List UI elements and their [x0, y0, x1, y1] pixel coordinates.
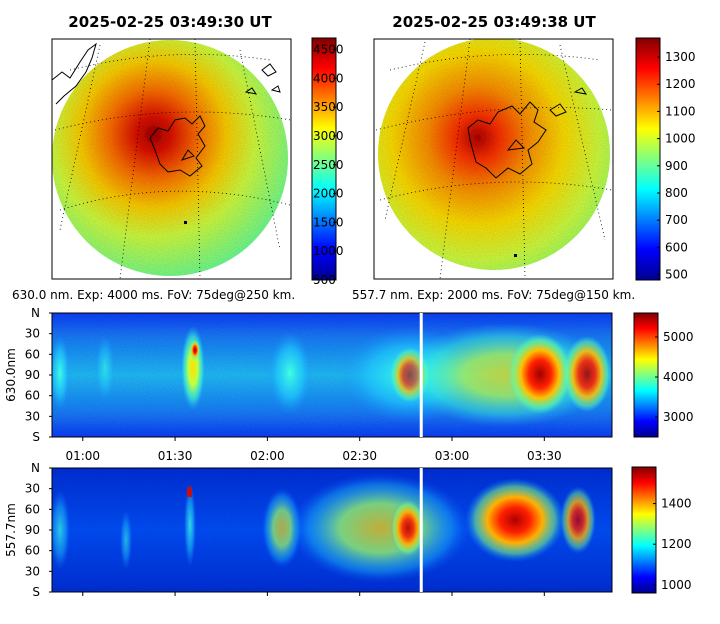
panel-b-colorbar-tick-label: 1300	[665, 50, 696, 64]
keogram-630-ytick-tick-label: 60	[25, 347, 40, 361]
keogram-630-colorbar-tick-label: 3000	[663, 410, 694, 424]
keogram-630-ytick-tick-label: 30	[25, 409, 40, 423]
keogram-557-ylabel: 557.7nm	[4, 503, 18, 557]
panel-a-title: 2025-02-25 03:49:30 UT	[68, 13, 272, 31]
keogram-630-colorbar-ticks: 5000 4000 3000	[655, 330, 694, 424]
panel-b-title: 2025-02-25 03:49:38 UT	[392, 13, 596, 31]
panel-b-colorbar-tick-label: 800	[665, 186, 688, 200]
time-tick-label: 03:30	[527, 449, 562, 463]
keogram-557-ytick-tick-label: 30	[25, 482, 40, 496]
keogram-557-ytick-tick-label: 90	[25, 523, 40, 537]
panel-a-colorbar	[311, 37, 337, 281]
time-tick-label: 01:30	[158, 449, 193, 463]
keogram-557-ytick-tick-label: 30	[25, 564, 40, 578]
panel-b-colorbar-tick-label: 600	[665, 240, 688, 254]
keogram-time-axis: 01:00 01:30 02:00 02:30 03:00 03:30	[65, 437, 562, 463]
panel-b-image	[374, 39, 613, 279]
panel-b-sky-disc	[378, 39, 610, 270]
panel-a-graticule	[54, 39, 291, 279]
panel-b-colorbar	[635, 37, 661, 281]
keogram-557-colorbar-ticks: 1400 1200 1000	[653, 497, 692, 592]
panel-b-colorbar-ticks: 1300 1200 1100 1000 900 800 700 600 500	[657, 50, 696, 282]
keogram-557-colorbar-tick-label: 1000	[661, 578, 692, 592]
panel-a-colorbar-tick-label: 500	[313, 273, 336, 287]
keogram-630-yticks: N 30 60 90 60 30 S	[25, 306, 52, 444]
panel-a-colorbar-tick-label: 3000	[313, 129, 344, 143]
panel-a-colorbar-ticks: 4500 4000 3500 3000 2500 2000 1500 1000 500	[313, 43, 344, 287]
panel-b-colorbar-tick-label: 1200	[665, 77, 696, 91]
panel-a-islands	[244, 63, 281, 95]
keogram-557-colorbar	[631, 466, 657, 594]
keogram-557-image	[52, 468, 612, 592]
keogram-557-colorbar-tick-label: 1400	[661, 497, 692, 511]
keogram-557-ytick-tick-label: S	[32, 585, 40, 599]
panel-a-colorbar-tick-label: 2500	[313, 158, 344, 172]
keogram-557-time-ticks	[82, 592, 545, 596]
time-tick-label: 02:30	[342, 449, 377, 463]
panel-b-islands	[549, 87, 588, 117]
keogram-630-colorbar-tick-label: 4000	[663, 370, 694, 384]
keogram-630-ytick-tick-label: 60	[25, 389, 40, 403]
keogram-630-colorbar-tick-label: 5000	[663, 330, 694, 344]
panel-b-graticule	[375, 39, 613, 279]
keogram-630-ytick-tick-label: 90	[25, 368, 40, 382]
panel-b-coastline	[467, 101, 547, 179]
time-tick-label: 01:00	[65, 449, 100, 463]
keogram-630-colorbar	[633, 312, 659, 438]
keogram-557-colorbar-tick-label: 1200	[661, 537, 692, 551]
panel-b-colorbar-tick-label: 700	[665, 213, 688, 227]
panel-a-colorbar-tick-label: 4500	[313, 43, 344, 57]
keogram-630-ytick-tick-label: N	[31, 306, 40, 320]
panel-b-colorbar-tick-label: 1000	[665, 132, 696, 146]
time-tick-label: 02:00	[250, 449, 285, 463]
panel-a-caption: 630.0 nm. Exp: 4000 ms. FoV: 75deg@250 k…	[12, 288, 295, 302]
keogram-557-ytick-tick-label: 60	[25, 544, 40, 558]
time-tick-label: 03:00	[435, 449, 470, 463]
panel-a-coastline	[149, 115, 206, 177]
panel-b-colorbar-tick-label: 1100	[665, 104, 696, 118]
panel-a-colorbar-tick-label: 2000	[313, 187, 344, 201]
keogram-630-ytick-tick-label: 30	[25, 327, 40, 341]
panel-a-sky-disc	[52, 40, 288, 276]
panel-a-coastline-greenland	[52, 42, 97, 105]
panel-b-caption: 557.7 nm. Exp: 2000 ms. FoV: 75deg@150 k…	[352, 288, 635, 302]
panel-b-colorbar-tick-label: 900	[665, 159, 688, 173]
panel-a-colorbar-tick-label: 1500	[313, 215, 344, 229]
panel-b-colorbar-tick-label: 500	[665, 268, 688, 282]
panel-a-image	[52, 39, 291, 279]
panel-a-colorbar-tick-label: 1000	[313, 244, 344, 258]
keogram-630-ytick-tick-label: S	[32, 430, 40, 444]
keogram-557-ytick-tick-label: N	[31, 461, 40, 475]
panel-a-colorbar-tick-label: 3500	[313, 100, 344, 114]
panel-a-colorbar-tick-label: 4000	[313, 71, 344, 85]
keogram-630-ylabel: 630.0nm	[4, 348, 18, 402]
keogram-630-image	[52, 313, 612, 437]
keogram-557-ytick-tick-label: 60	[25, 502, 40, 516]
keogram-557-yticks: N 30 60 90 60 30 S	[25, 461, 52, 599]
